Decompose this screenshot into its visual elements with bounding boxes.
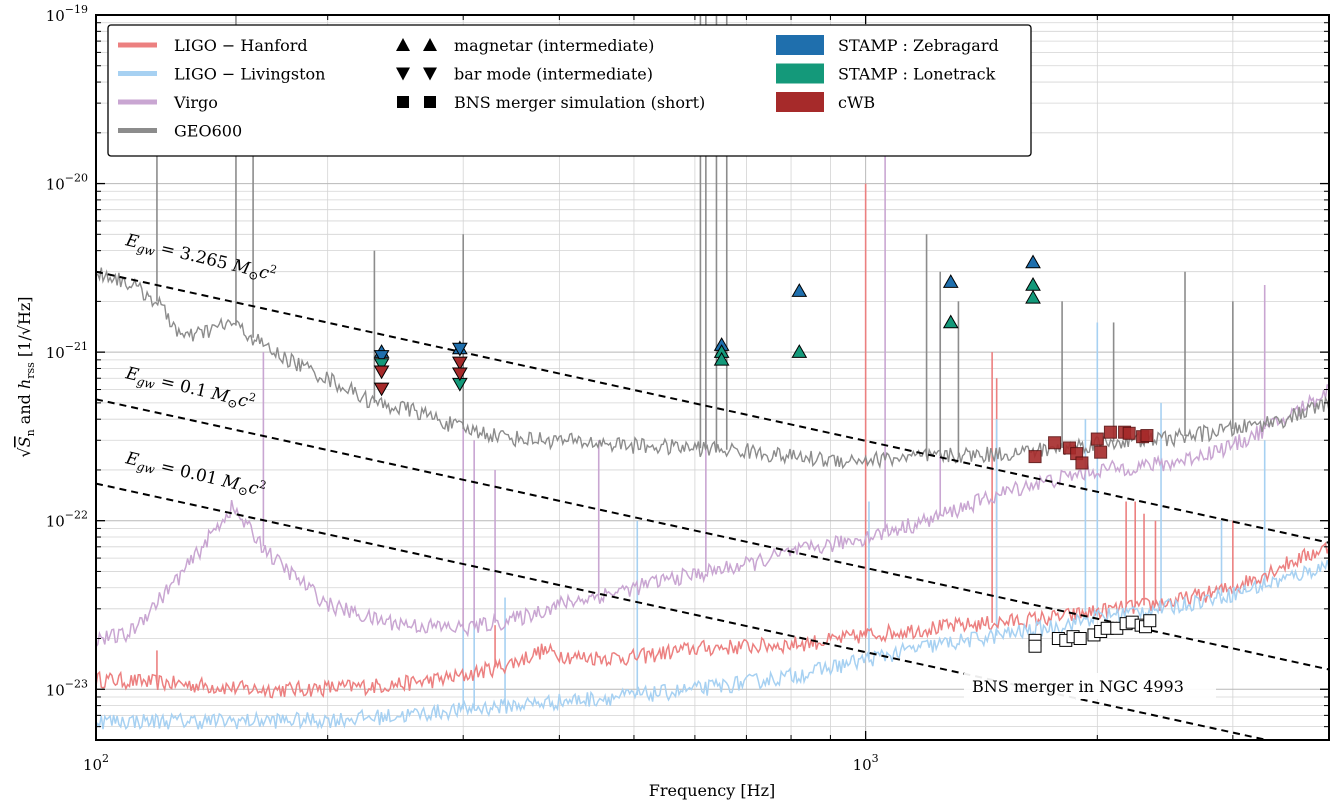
marker-magnetar-lonetrack	[791, 344, 808, 358]
legend-marker-square-1	[424, 96, 436, 108]
marker-bns-cwb	[1122, 426, 1136, 440]
legend-label-col3-2: cWB	[838, 93, 875, 112]
legend-label-col1-1: LIGO − Livingston	[174, 65, 325, 84]
noise-curves	[96, 267, 1329, 730]
marker-bns-noise-floor	[1143, 614, 1157, 628]
legend-marker-triangle-down-1	[423, 67, 437, 81]
marker-barmode-cwb	[373, 365, 390, 380]
legend: LIGO − Hanford LIGO − Livingston Virgo GEO6…	[107, 24, 1032, 157]
legend-color-patch-1	[776, 63, 824, 84]
x-axis-title: Frequency [Hz]	[649, 781, 776, 800]
legend-marker-square-0	[397, 96, 409, 108]
marker-magnetar-lonetrack	[713, 351, 730, 366]
marker-barmode-zebragard	[373, 350, 390, 364]
marker-bns-cwb	[1090, 432, 1104, 446]
legend-label-col3-1: STAMP : Lonetrack	[838, 65, 996, 84]
marker-magnetar-zebragard	[791, 283, 808, 297]
marker-barmode-zebragard	[451, 342, 468, 357]
marker-barmode-cwb	[451, 367, 468, 382]
y-tick-label-3: 10−22	[46, 509, 88, 531]
marker-bns-noise-floor	[1073, 632, 1087, 646]
marker-magnetar-lonetrack	[942, 314, 959, 329]
legend-label-col1-2: Virgo	[173, 93, 218, 112]
marker-bns-cwb	[1103, 425, 1117, 439]
marker-bns-noise-floor	[1028, 639, 1042, 653]
marker-barmode-lonetrack	[373, 358, 390, 373]
marker-bns-cwb	[1075, 456, 1089, 470]
marker-magnetar-zebragard	[942, 274, 959, 288]
curve-geo600	[96, 267, 1329, 470]
legend-label-col2-1: bar mode (intermediate)	[454, 65, 653, 84]
y-tick-label-0: 10−19	[46, 3, 88, 25]
marker-magnetar-lonetrack	[1025, 289, 1041, 304]
marker-bns-cwb	[1140, 429, 1154, 443]
plot-frame	[95, 14, 1330, 741]
y-tick-label-2: 10−21	[46, 340, 88, 362]
legend-color-patch-0	[776, 35, 824, 55]
legend-marker-triangle-up-0	[396, 38, 410, 51]
legend-marker-triangle-down-0	[396, 67, 410, 81]
axis-ticks	[95, 15, 1330, 741]
energy-reference-lines	[96, 270, 1329, 740]
marker-barmode-cwb	[451, 356, 468, 371]
x-tick-label-1: 103	[853, 752, 879, 774]
curve-virgo	[96, 384, 1329, 648]
legend-label-col2-2: BNS merger simulation (short)	[454, 93, 705, 112]
energy-line-2	[96, 482, 1272, 740]
x-tick-label-0: 102	[83, 752, 109, 774]
y-tick-label-1: 10−20	[46, 172, 88, 194]
marker-bns-cwb	[1028, 450, 1042, 464]
y-axis-title: √Sn and hrss [1/√Hz]	[15, 296, 37, 457]
energy-line-1	[96, 398, 1329, 671]
marker-bns-cwb	[1048, 436, 1062, 450]
legend-label-col3-0: STAMP : Zebragard	[838, 36, 999, 55]
legend-box	[107, 24, 1032, 157]
legend-label-col1-0: LIGO − Hanford	[174, 36, 308, 55]
legend-label-col2-0: magnetar (intermediate)	[454, 36, 654, 55]
energy-line-0	[96, 270, 1329, 544]
injection-markers	[373, 254, 1157, 653]
marker-magnetar-zebragard	[1025, 254, 1041, 269]
tick-labels: 102 103 10−19 10−20 10−21 10−22 10−23	[46, 3, 879, 774]
marker-bns-cwb	[1094, 445, 1108, 459]
legend-label-col1-3: GEO600	[174, 122, 242, 141]
bns-annotation: BNS merger in NGC 4993	[964, 673, 1216, 699]
legend-color-patch-2	[776, 92, 824, 112]
curve-ligo-livingston	[96, 559, 1329, 730]
legend-marker-triangle-up-1	[423, 38, 437, 51]
marker-barmode-cwb	[373, 382, 390, 397]
bns-annotation-text: BNS merger in NGC 4993	[972, 677, 1184, 696]
y-tick-label-4: 10−23	[46, 677, 88, 699]
